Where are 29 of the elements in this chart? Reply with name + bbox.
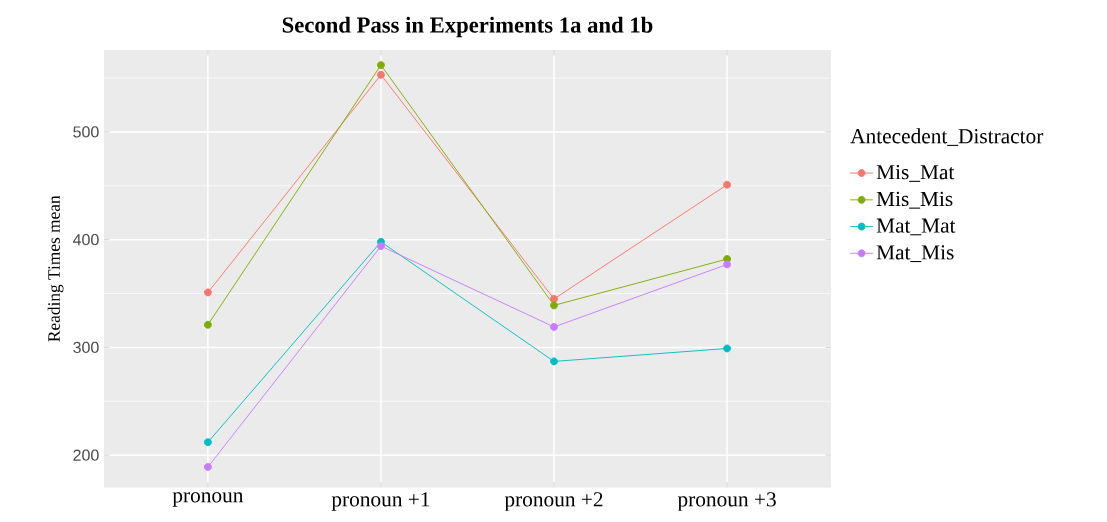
legend-label: Mat_Mat	[876, 218, 956, 236]
point	[203, 320, 212, 329]
point	[550, 294, 558, 303]
chart-title: Second Pass in Experiments 1a and 1b	[282, 16, 653, 38]
y-tick-label: 500	[73, 126, 99, 138]
legend-label: Mat_Mis	[876, 245, 954, 263]
point	[377, 70, 385, 79]
y-tick-label: 300	[73, 341, 99, 353]
x-tick-label: pronoun	[172, 492, 244, 507]
point	[377, 61, 385, 69]
point	[203, 288, 212, 297]
x-tick-label: pronoun +3	[677, 492, 776, 511]
y-axis-title: Reading Times mean	[47, 195, 64, 342]
point	[723, 260, 732, 269]
point	[377, 242, 385, 250]
y-tick-label: 200	[73, 449, 99, 461]
x-tick-label: pronoun +1	[331, 492, 430, 511]
legend-label: Mis_Mis	[876, 191, 953, 209]
point	[550, 301, 558, 310]
point	[550, 357, 558, 366]
point	[203, 462, 212, 471]
legend-label: Mis_Mat	[876, 164, 955, 182]
point	[203, 438, 212, 447]
point	[550, 322, 558, 331]
legend-title: Antecedent_Distractor	[850, 128, 1044, 146]
x-tick-label: pronoun +2	[504, 492, 603, 511]
point	[723, 180, 732, 189]
y-tick-label: 400	[73, 233, 99, 246]
point	[723, 344, 732, 353]
